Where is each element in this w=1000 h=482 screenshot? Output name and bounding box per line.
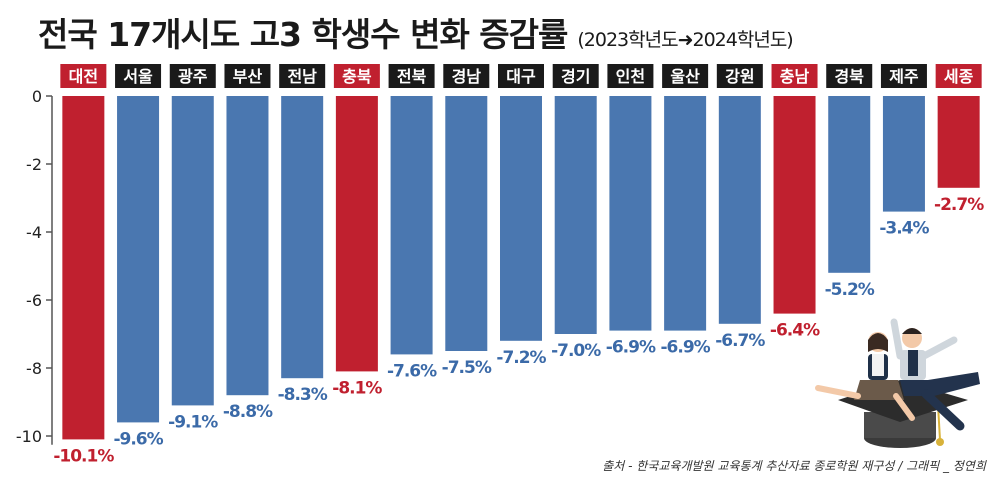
- category-label: 강원: [725, 67, 754, 86]
- category-label: 경남: [452, 67, 482, 86]
- value-label: -7.0%: [551, 341, 601, 361]
- value-label: -8.1%: [332, 378, 382, 398]
- value-label: -5.2%: [825, 280, 875, 300]
- category-box: [279, 64, 326, 88]
- category-box: [333, 64, 380, 88]
- students-illustration: [815, 318, 980, 448]
- category-box: [115, 64, 162, 88]
- value-label: -9.1%: [168, 412, 218, 432]
- bar: [609, 96, 652, 331]
- value-label: -7.2%: [496, 348, 546, 368]
- category-label: 대전: [69, 67, 98, 86]
- y-tick-label: -6: [26, 291, 42, 310]
- bar: [390, 96, 433, 355]
- category-box: [552, 64, 599, 88]
- bar: [718, 96, 761, 324]
- value-label: -7.5%: [442, 358, 492, 378]
- category-label: 세종: [944, 67, 974, 86]
- bar: [664, 96, 707, 331]
- value-label: -8.3%: [278, 385, 328, 405]
- bar: [171, 96, 214, 406]
- category-label: 광주: [178, 67, 208, 86]
- category-label: 제주: [889, 67, 919, 86]
- category-label: 대구: [506, 67, 536, 86]
- category-label: 경북: [835, 67, 865, 86]
- y-tick-label: -2: [26, 155, 42, 174]
- category-label: 서울: [123, 67, 153, 86]
- value-label: -10.1%: [53, 446, 114, 466]
- category-label: 울산: [670, 67, 700, 86]
- category-box: [388, 64, 435, 88]
- bar: [554, 96, 597, 334]
- title-block: 전국 17개시도 고3 학생수 변화 증감률 (2023학년도➜2024학년도): [38, 8, 794, 54]
- category-label: 전남: [287, 67, 317, 86]
- category-label: 부산: [233, 67, 263, 86]
- bar: [335, 96, 378, 372]
- bar: [773, 96, 816, 314]
- bar: [62, 96, 105, 440]
- bar: [226, 96, 269, 396]
- category-box: [607, 64, 654, 88]
- bar: [937, 96, 980, 188]
- category-box: [771, 64, 818, 88]
- category-box: [935, 64, 982, 88]
- bar: [828, 96, 871, 273]
- value-label: -9.6%: [113, 429, 163, 449]
- category-label: 충남: [780, 67, 810, 86]
- chart-title: 전국 17개시도 고3 학생수 변화 증감률: [38, 15, 568, 54]
- bar: [882, 96, 925, 212]
- bar: [445, 96, 488, 351]
- category-label: 인천: [616, 67, 645, 86]
- category-box: [169, 64, 216, 88]
- category-label: 경기: [561, 67, 590, 86]
- category-box: [443, 64, 490, 88]
- bar: [500, 96, 542, 341]
- value-label: -2.7%: [934, 195, 984, 215]
- category-label: 충북: [342, 67, 372, 86]
- chart-subtitle: (2023학년도➜2024학년도): [577, 29, 793, 51]
- y-tick-label: -4: [26, 223, 42, 242]
- value-label: -3.4%: [879, 219, 929, 239]
- value-label: -6.9%: [606, 338, 656, 358]
- category-box: [60, 64, 107, 88]
- category-box: [224, 64, 271, 88]
- bar: [117, 96, 160, 423]
- value-label: -7.6%: [387, 361, 437, 381]
- category-box: [826, 64, 873, 88]
- category-box: [498, 64, 544, 88]
- value-label: -6.4%: [770, 321, 820, 341]
- category-box: [716, 64, 763, 88]
- value-label: -6.9%: [661, 338, 711, 358]
- value-label: -8.8%: [223, 402, 273, 422]
- bar: [281, 96, 324, 379]
- y-tick-label: 0: [32, 87, 42, 106]
- category-box: [880, 64, 927, 88]
- source-note: 출처 - 한국교육개발원 교육통계 추산자료 종로학원 재구성 / 그래픽 _ …: [602, 459, 986, 473]
- value-label: -6.7%: [715, 331, 765, 351]
- category-label: 전북: [397, 67, 427, 86]
- y-tick-label: -8: [26, 359, 42, 378]
- category-box: [662, 64, 709, 88]
- y-tick-label: -10: [16, 427, 42, 446]
